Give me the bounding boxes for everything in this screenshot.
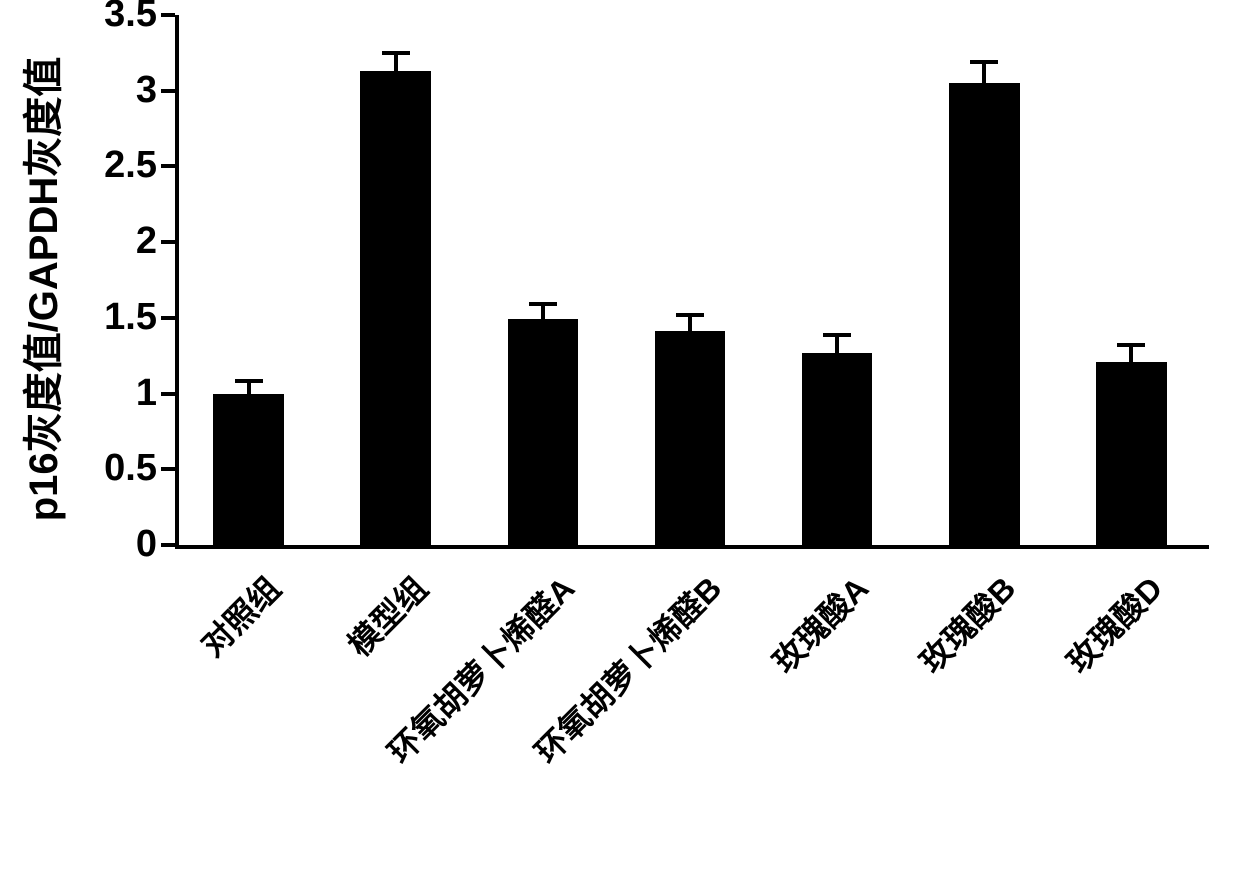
y-tick-label: 3.5: [67, 0, 157, 36]
y-tick: [161, 240, 175, 244]
y-tick-label: 2.5: [67, 144, 157, 187]
bar-chart: p16灰度值/GAPDH灰度值 00.511.522.533.5对照组模型组环氧…: [0, 0, 1240, 844]
y-tick-label: 3: [67, 69, 157, 112]
error-bar-cap: [235, 379, 263, 383]
bar: [949, 83, 1020, 545]
x-tick-label: 玫瑰酸D: [857, 565, 1172, 880]
y-tick: [161, 13, 175, 17]
error-bar-cap: [1117, 343, 1145, 347]
error-bar: [394, 53, 398, 71]
y-tick: [161, 543, 175, 547]
y-tick-label: 2: [67, 220, 157, 263]
error-bar-cap: [382, 51, 410, 55]
y-tick: [161, 392, 175, 396]
x-tick-label: 环氧胡萝卜烯醛B: [415, 565, 730, 880]
x-tick-label: 环氧胡萝卜烯醛A: [268, 565, 583, 880]
bar: [802, 353, 873, 545]
error-bar-cap: [676, 313, 704, 317]
y-tick-label: 0.5: [67, 447, 157, 490]
y-axis-label: p16灰度值/GAPDH灰度值: [11, 0, 69, 589]
y-tick: [161, 164, 175, 168]
y-tick: [161, 89, 175, 93]
error-bar: [835, 335, 839, 353]
error-bar-cap: [529, 302, 557, 306]
error-bar-cap: [970, 60, 998, 64]
y-tick-label: 0: [67, 523, 157, 566]
x-tick-label: 玫瑰酸A: [562, 565, 877, 880]
error-bar: [688, 315, 692, 332]
y-tick: [161, 316, 175, 320]
bar: [360, 71, 431, 545]
x-tick-label: 玫瑰酸B: [709, 565, 1024, 880]
error-bar-cap: [823, 333, 851, 337]
bar: [508, 319, 579, 545]
error-bar: [541, 304, 545, 319]
x-tick-label: 模型组: [121, 565, 436, 880]
y-tick-label: 1: [67, 372, 157, 415]
error-bar: [1129, 345, 1133, 362]
bar: [655, 331, 726, 545]
y-tick-label: 1.5: [67, 296, 157, 339]
y-tick: [161, 467, 175, 471]
bar: [213, 394, 284, 545]
error-bar: [982, 62, 986, 83]
bar: [1096, 362, 1167, 545]
